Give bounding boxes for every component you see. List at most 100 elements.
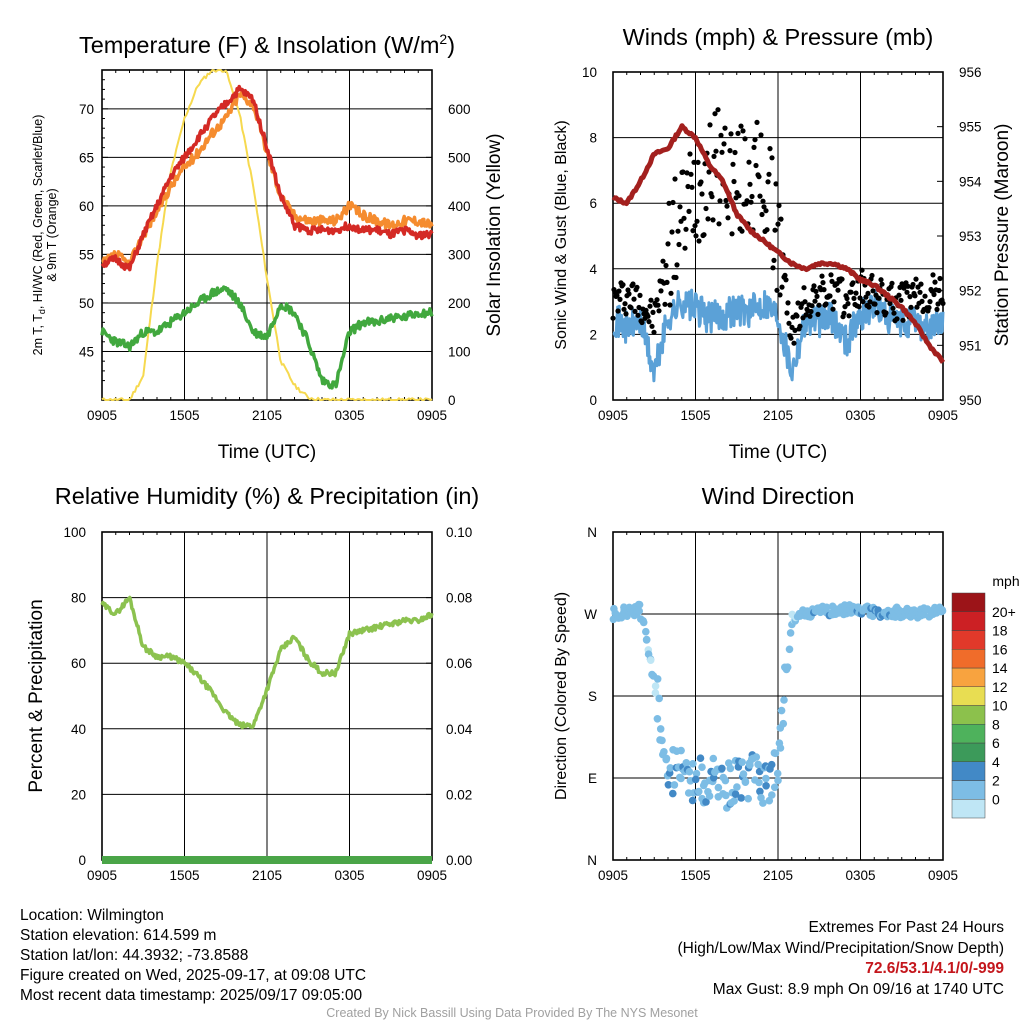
colorbar-label: 12 xyxy=(992,679,1008,695)
temp-xtick-tick-label: 0305 xyxy=(334,408,364,423)
gust-point xyxy=(860,299,866,305)
gust-point xyxy=(813,288,819,294)
extremes-values: 72.6/53.1/4.1/0/-999 xyxy=(865,960,1004,977)
temp-title: Temperature (F) & Insolation (W/m2) xyxy=(79,31,455,58)
precip-ytick-label: 0.10 xyxy=(446,525,472,540)
wdir-point xyxy=(730,797,738,805)
pressure-line xyxy=(611,123,946,364)
t2m-line xyxy=(100,84,434,272)
pressure-ytick-label: 951 xyxy=(959,338,982,353)
temp-title-end: ) xyxy=(447,32,455,58)
gust-point xyxy=(779,284,785,290)
gust-point xyxy=(757,193,763,199)
gust-point xyxy=(680,169,686,175)
temp-xtick-tick-label: 0905 xyxy=(417,408,447,423)
gust-point xyxy=(686,208,692,214)
gust-point xyxy=(683,226,689,232)
created-text: Figure created on Wed, 2025-09-17, at 09… xyxy=(20,967,367,984)
wdir-point xyxy=(666,764,675,772)
max-gust-text: Max Gust: 8.9 mph On 09/16 at 1740 UTC xyxy=(712,980,1004,998)
gust-point xyxy=(622,301,628,307)
gust-point xyxy=(830,306,836,312)
gust-point xyxy=(664,279,670,285)
gust-point xyxy=(761,204,767,210)
wdir-point xyxy=(780,696,788,704)
gust-point xyxy=(738,123,744,129)
gust-point xyxy=(610,315,616,321)
pressure-ytick-label: 952 xyxy=(959,284,982,299)
gust-point xyxy=(867,299,873,305)
colorbar-swatch xyxy=(951,705,986,725)
pressure-ylabel: Station Pressure (Maroon) xyxy=(992,124,1013,347)
gust-point xyxy=(827,293,833,299)
gust-point xyxy=(845,301,851,307)
wind-xtick-tick-label: 0905 xyxy=(598,408,628,423)
precip-ytick-label: 0.04 xyxy=(446,722,473,737)
gust-point xyxy=(876,295,882,301)
gust-point xyxy=(759,211,765,218)
gust-point xyxy=(934,306,940,312)
colorbar-swatch xyxy=(951,686,986,706)
gust-point xyxy=(687,151,693,157)
wdir-point xyxy=(770,783,779,792)
gust-point xyxy=(735,130,741,136)
colorbar-label: 8 xyxy=(992,716,1000,732)
rh-xtick-tick-label: 1505 xyxy=(169,868,199,883)
precip-ytick-label: 0.06 xyxy=(446,656,472,671)
gust-point xyxy=(705,216,711,222)
wdir-point xyxy=(682,759,691,767)
gust-point xyxy=(940,300,946,306)
gust-point xyxy=(691,159,697,165)
gust-point xyxy=(765,179,771,185)
gust-point xyxy=(896,292,902,298)
gust-point xyxy=(667,302,673,308)
pressure-ytick-label: 954 xyxy=(959,174,982,189)
gust-point xyxy=(866,304,872,310)
wdir-point xyxy=(705,792,714,800)
gust-point xyxy=(844,295,850,302)
extremes-info: Extremes For Past 24 Hours (High/Low/Max… xyxy=(678,918,1005,1000)
station-info: Location: Wilmington Station elevation: … xyxy=(20,906,366,1006)
colorbar-swatch xyxy=(951,611,986,631)
gust-point xyxy=(723,197,729,204)
credit-text: Created By Nick Bassill Using Data Provi… xyxy=(326,1006,698,1020)
temp-title-main: Temperature (F) & Insolation (W/m xyxy=(79,32,439,58)
gust-point xyxy=(775,221,781,227)
gust-point xyxy=(890,305,896,311)
gust-point xyxy=(625,287,631,293)
pressure-ytick-label: 953 xyxy=(959,229,982,244)
wdir-point xyxy=(762,782,770,790)
colorbar-label: 10 xyxy=(992,698,1008,714)
gust-point xyxy=(894,316,900,322)
insolation-ytick-label: 500 xyxy=(448,150,471,165)
gust-point xyxy=(711,153,717,159)
gust-point xyxy=(769,155,775,161)
colorbar-label: 0 xyxy=(992,791,1000,807)
colorbar-label: 4 xyxy=(992,754,1000,770)
gust-point xyxy=(724,203,730,209)
gust-point xyxy=(713,148,719,154)
temp-ytick-label: 65 xyxy=(79,150,94,165)
gust-point xyxy=(694,218,700,224)
colorbar-swatch xyxy=(951,799,986,819)
gust-point xyxy=(900,317,906,323)
gust-point xyxy=(865,290,871,296)
recent-data-text: Most recent data timestamp: 2025/09/17 0… xyxy=(20,987,363,1004)
gust-point xyxy=(879,281,885,287)
gust-point xyxy=(685,183,691,190)
temp-ylabel-line2: & 9m T (Orange) xyxy=(45,188,59,281)
insolation-ytick-label: 600 xyxy=(448,102,471,117)
insolation-ytick-label: 400 xyxy=(448,199,471,214)
gust-point xyxy=(927,299,933,305)
wdir-point xyxy=(639,617,647,625)
wdir-point xyxy=(771,749,780,758)
wdir-point xyxy=(685,767,694,776)
gust-point xyxy=(639,319,645,326)
gust-point xyxy=(821,287,827,293)
gust-point xyxy=(658,288,664,294)
wdir-point xyxy=(653,715,662,723)
wdir-point xyxy=(774,776,782,785)
gust-point xyxy=(869,272,875,279)
gust-point xyxy=(635,312,641,318)
gust-point xyxy=(828,272,834,278)
